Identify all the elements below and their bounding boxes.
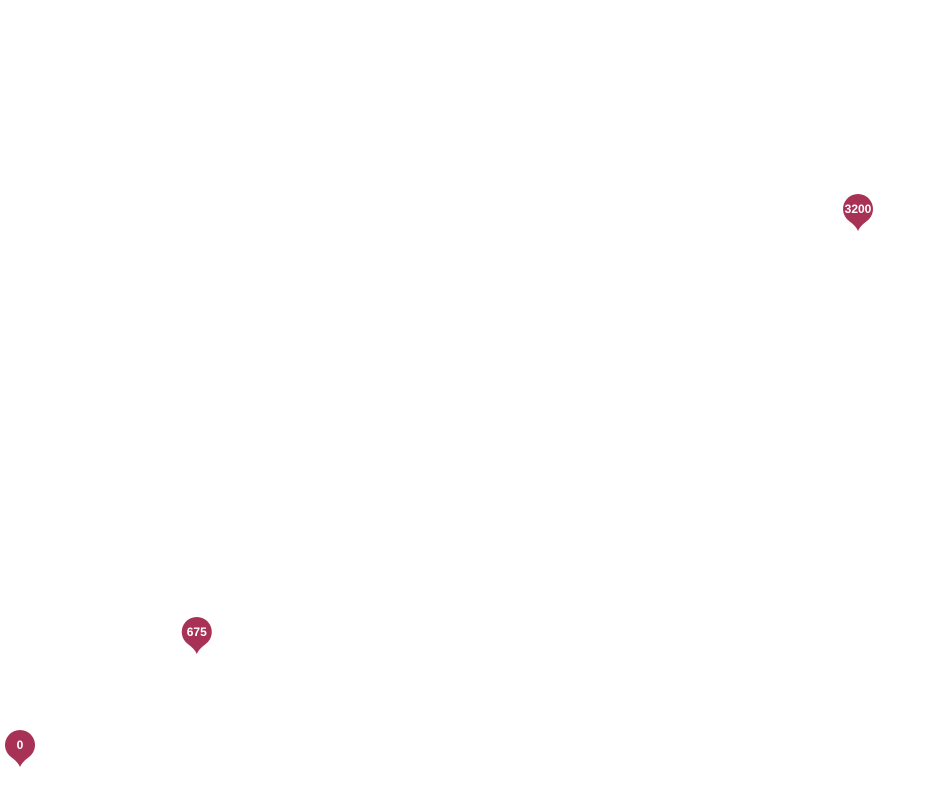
data-point-pin[interactable]: 3200 bbox=[843, 194, 874, 231]
data-label: 675 bbox=[187, 625, 207, 639]
data-label: 0 bbox=[17, 738, 24, 752]
pin-marker[interactable] bbox=[5, 730, 36, 767]
pin-marker[interactable] bbox=[843, 194, 874, 231]
data-label: 3200 bbox=[845, 202, 872, 216]
data-point-pin[interactable]: 675 bbox=[181, 616, 212, 654]
data-point-pin[interactable]: 0 bbox=[5, 730, 36, 767]
pin-marker[interactable] bbox=[181, 616, 212, 654]
points-layer: 0 675 3200 bbox=[5, 194, 874, 767]
